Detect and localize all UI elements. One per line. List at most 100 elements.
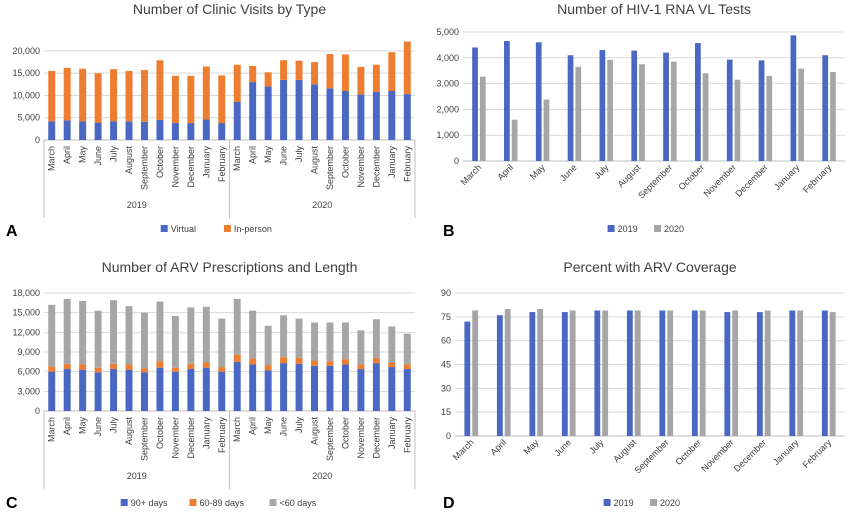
bar-segment [156, 367, 164, 411]
bar [504, 41, 510, 161]
chart-title: Number of HIV-1 RNA VL Tests [557, 1, 751, 17]
bar-segment [311, 322, 318, 361]
bar-segment [94, 73, 102, 123]
y-tick-label: 0 [446, 431, 451, 441]
chart-title: Percent with ARV Coverage [563, 259, 736, 275]
y-tick-label: 45 [441, 360, 451, 370]
x-tick-label: December [733, 162, 769, 198]
x-tick-label: April [488, 437, 508, 457]
legend-label: 60-89 days [200, 498, 245, 508]
bar-segment [311, 62, 318, 85]
bar-segment [295, 318, 303, 358]
bar [691, 310, 698, 436]
bar [504, 308, 511, 436]
bar [561, 312, 568, 436]
bar-segment [326, 361, 334, 366]
bar-segment [326, 365, 334, 411]
bar-segment [233, 101, 241, 140]
bar-segment [403, 41, 411, 95]
panel-a: Number of Clinic Visits by Type 0 5,000 10,… [6, 1, 416, 240]
bar-segment [280, 357, 288, 364]
x-tick-label: May [263, 146, 273, 164]
bar [830, 71, 836, 161]
bar-segment [63, 369, 71, 411]
bar-segment [79, 68, 87, 122]
legend-label: <60 days [280, 498, 317, 508]
legend-label: In-person [234, 224, 272, 234]
bar-segment [264, 325, 272, 366]
x-tick-label: October [155, 146, 165, 178]
x-tick-label: June [558, 162, 579, 183]
bar [631, 50, 638, 161]
bar-segment [233, 361, 241, 411]
x-tick-label: September [139, 146, 149, 190]
chart-title: Number of ARV Prescriptions and Length [102, 259, 358, 275]
legend-swatch [223, 225, 231, 232]
y-tick-label: 10,000 [12, 90, 40, 100]
x-tick-label: August [310, 146, 320, 175]
bar [724, 312, 731, 436]
bar [829, 312, 836, 436]
bar-segment [125, 364, 133, 370]
bar-segment [295, 79, 303, 140]
bar-segment [48, 371, 56, 411]
bar-segment [311, 365, 318, 411]
bar-segment [218, 318, 226, 368]
bar [734, 79, 741, 161]
bar [575, 66, 582, 161]
bar-segment [141, 372, 148, 411]
bar [667, 310, 674, 436]
bar-segment [295, 363, 303, 411]
legend-swatch [120, 499, 128, 506]
x-tick-label: June [552, 437, 573, 458]
bar-segment [141, 312, 148, 369]
bar-segment [125, 369, 133, 411]
bar-segment [141, 121, 148, 140]
bar [758, 60, 765, 161]
legend-swatch [269, 499, 277, 506]
bar-segment [280, 79, 288, 140]
bar-segment [141, 70, 148, 122]
bar-segment [79, 369, 87, 411]
bar [822, 55, 829, 161]
x-tick-label: April [495, 162, 515, 182]
x-tick-label: August [616, 162, 643, 189]
bar-segment [171, 123, 179, 140]
bar-segment [110, 369, 118, 411]
x-tick-label: May [78, 146, 88, 164]
bar [726, 59, 733, 161]
x-tick-label: August [124, 417, 134, 446]
x-tick-label: October [340, 417, 350, 449]
x-tick-label: March [232, 146, 242, 171]
x-tick-label: August [124, 146, 134, 175]
bar [602, 310, 609, 436]
y-tick-label: 0 [35, 406, 40, 416]
bar-segment [63, 120, 71, 140]
bar [594, 310, 601, 436]
bar [764, 310, 771, 436]
y-tick-label: 0 [35, 135, 40, 145]
bar-segment [388, 362, 396, 368]
legend-label: 2020 [660, 498, 680, 508]
bar-segment [341, 359, 349, 365]
bar-segment [94, 372, 102, 411]
bar-segment [48, 304, 56, 367]
x-tick-label: March [47, 417, 57, 442]
x-tick-label: December [371, 417, 381, 459]
bar-segment [233, 354, 241, 362]
bar-segment [357, 364, 365, 370]
x-tick-label: April [248, 417, 258, 435]
bar [756, 312, 763, 436]
bar-segment [79, 300, 87, 365]
bar [543, 99, 550, 161]
bar-segment [187, 363, 195, 370]
bar-segment [311, 84, 318, 140]
y-tick-label: 9,000 [17, 347, 40, 357]
x-tick-label: November [699, 437, 735, 473]
bar-segment [94, 310, 102, 368]
bar-segment [202, 119, 210, 140]
x-tick-label: November [170, 146, 180, 188]
bar [766, 75, 773, 161]
bar [472, 47, 478, 162]
